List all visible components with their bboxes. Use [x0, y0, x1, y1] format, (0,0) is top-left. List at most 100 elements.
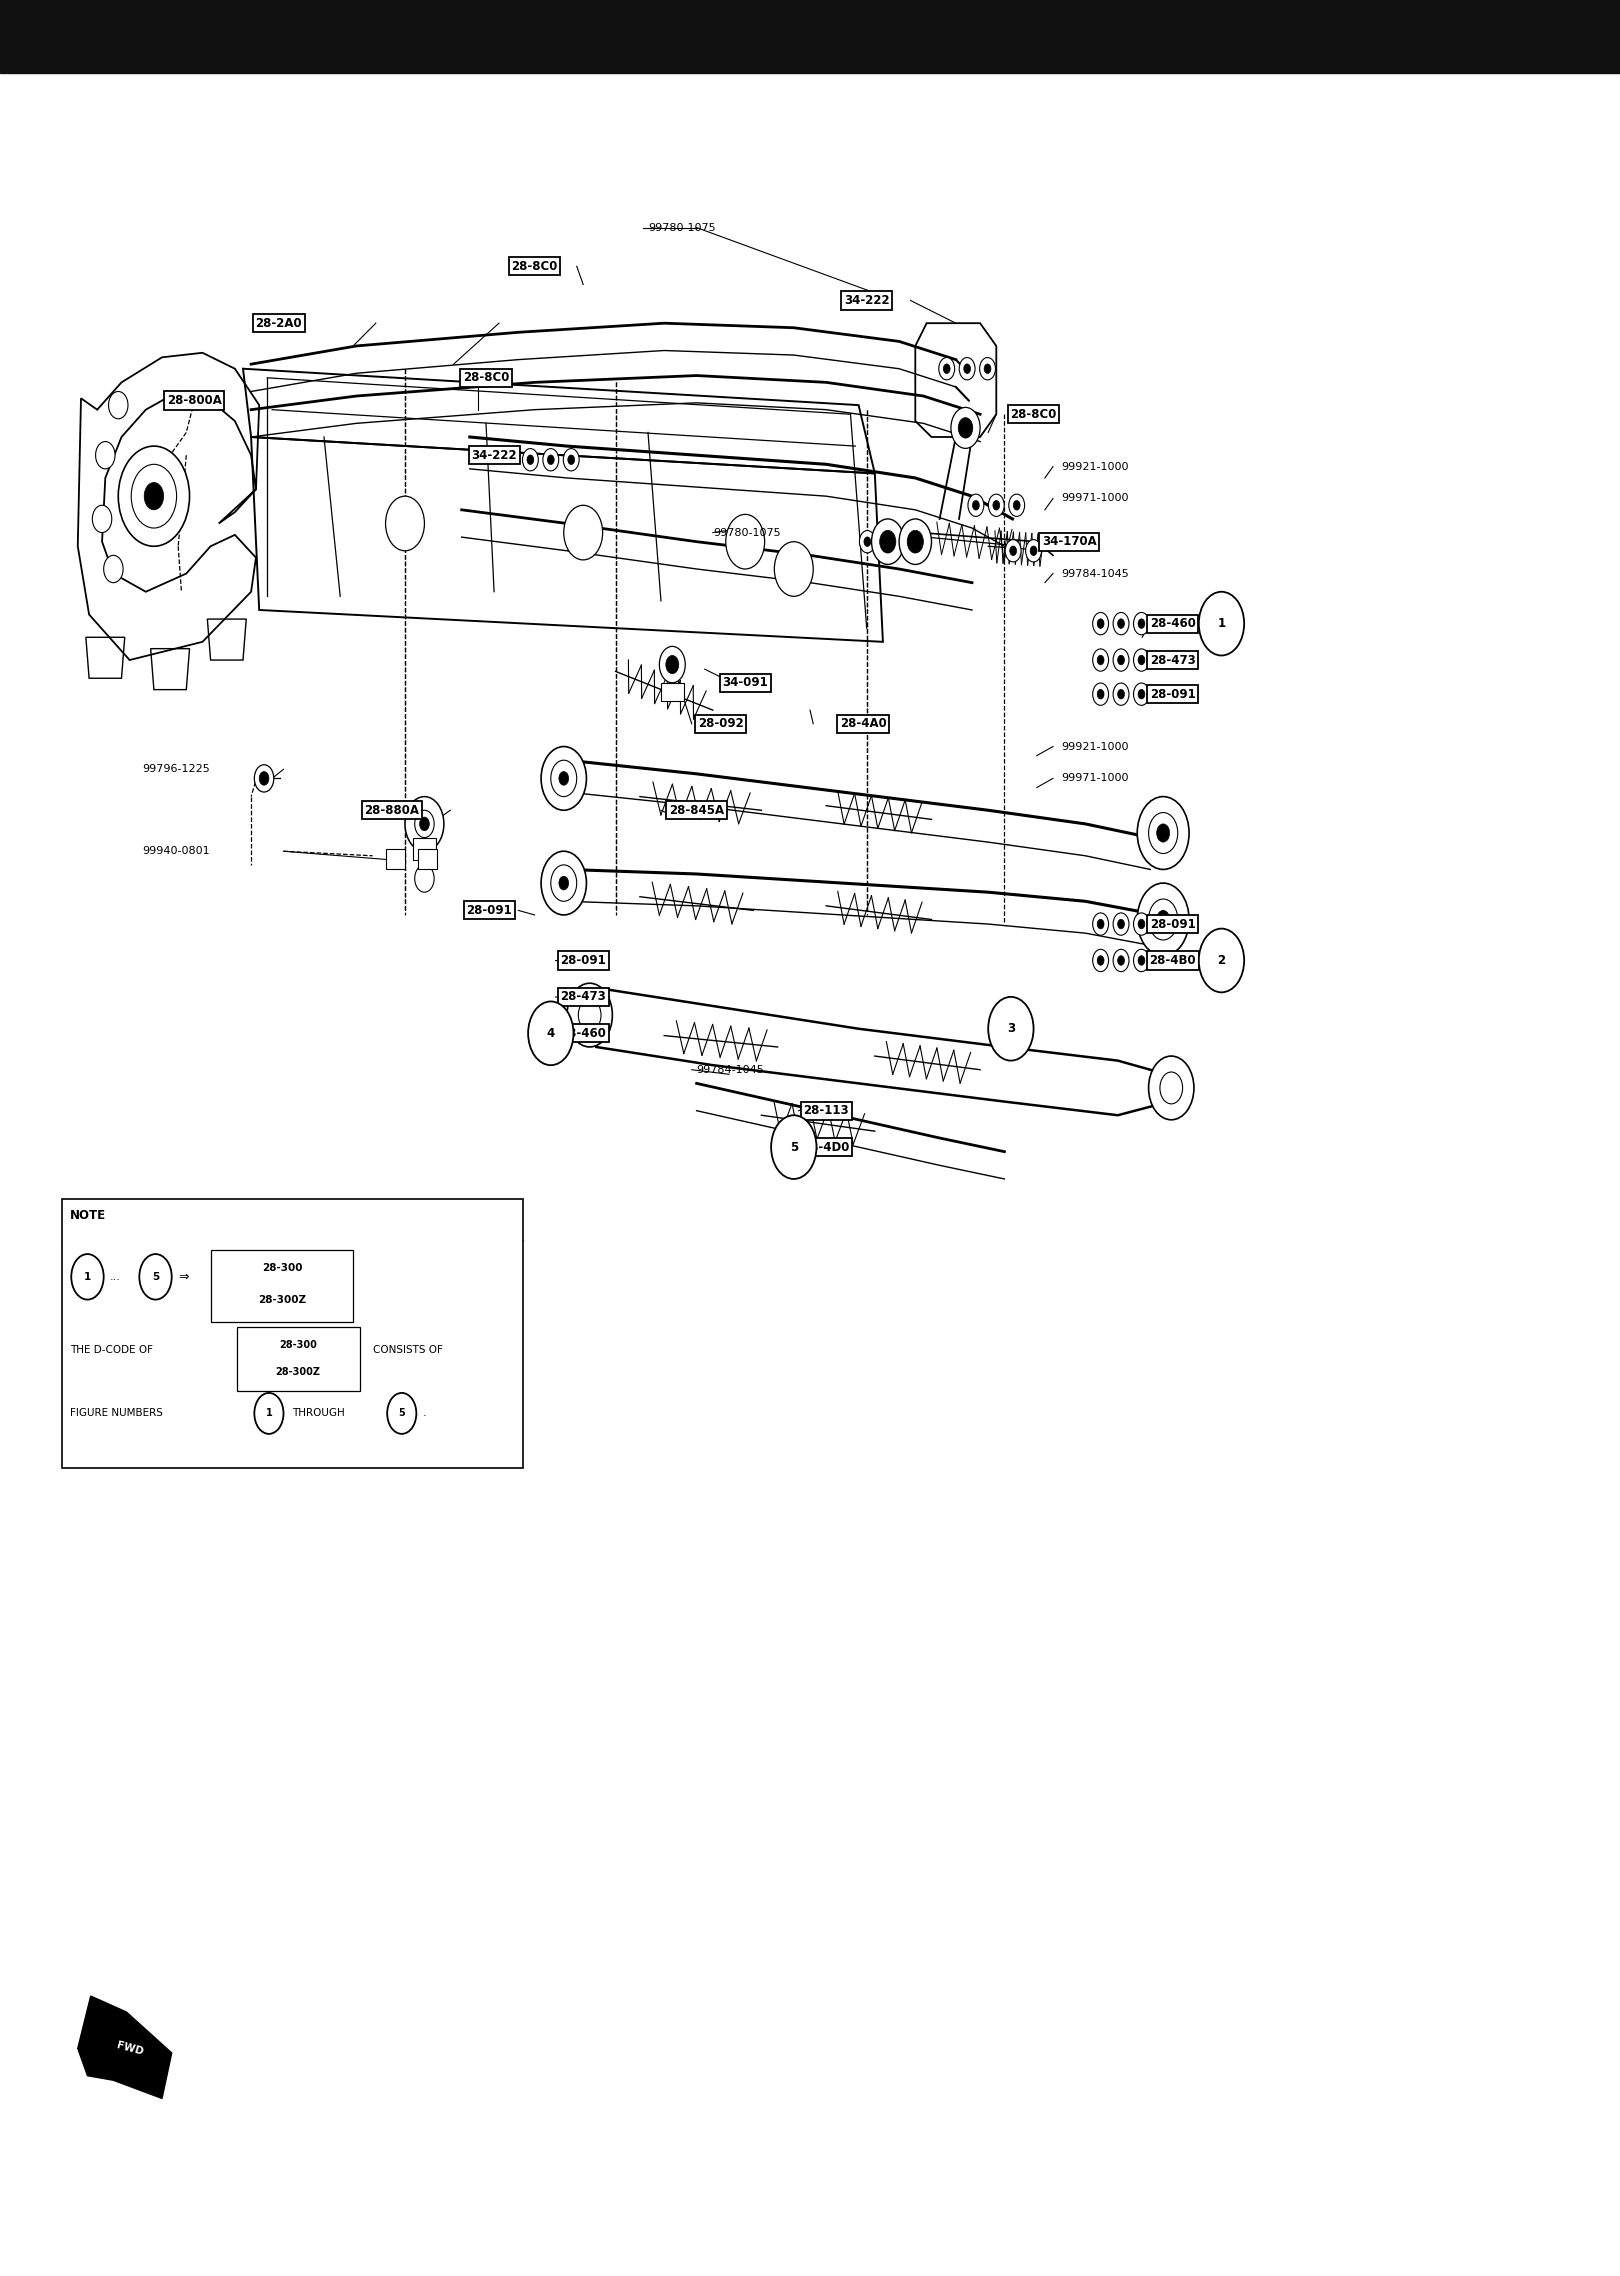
Circle shape: [1149, 899, 1178, 940]
Text: 28-845A: 28-845A: [669, 803, 724, 817]
Circle shape: [551, 865, 577, 901]
Circle shape: [1004, 539, 1021, 562]
Circle shape: [1199, 929, 1244, 992]
Text: CONSISTS OF: CONSISTS OF: [373, 1345, 442, 1354]
Circle shape: [139, 1254, 172, 1300]
Circle shape: [1097, 956, 1105, 965]
Circle shape: [1025, 539, 1042, 562]
Circle shape: [420, 817, 429, 831]
Circle shape: [567, 455, 575, 464]
Text: 28-300Z: 28-300Z: [275, 1368, 321, 1377]
Circle shape: [1160, 1072, 1183, 1104]
Text: 5: 5: [399, 1409, 405, 1418]
Circle shape: [1118, 619, 1124, 628]
Text: 99784-1045: 99784-1045: [697, 1065, 765, 1074]
Bar: [211, 1250, 353, 1322]
Circle shape: [872, 519, 904, 564]
Text: 28-8C0: 28-8C0: [463, 371, 509, 385]
Circle shape: [880, 530, 896, 553]
Bar: [386, 849, 405, 869]
Circle shape: [96, 442, 115, 469]
Circle shape: [1113, 649, 1129, 671]
Polygon shape: [78, 1996, 172, 2098]
Circle shape: [1134, 612, 1149, 635]
Bar: [418, 849, 437, 869]
Circle shape: [543, 448, 559, 471]
Text: 34-170A: 34-170A: [1042, 535, 1097, 549]
Text: .: .: [423, 1409, 426, 1418]
Circle shape: [1097, 920, 1105, 929]
Circle shape: [774, 542, 813, 596]
Text: 99780-1075: 99780-1075: [713, 528, 781, 537]
Circle shape: [578, 999, 601, 1031]
Circle shape: [899, 519, 931, 564]
Text: 28-460: 28-460: [561, 1026, 606, 1040]
Circle shape: [118, 446, 190, 546]
Circle shape: [1113, 913, 1129, 935]
Circle shape: [405, 797, 444, 851]
Circle shape: [415, 810, 434, 838]
Circle shape: [666, 655, 679, 674]
Circle shape: [415, 865, 434, 892]
Circle shape: [959, 417, 972, 437]
Circle shape: [559, 772, 569, 785]
Circle shape: [92, 505, 112, 533]
Text: 1: 1: [84, 1272, 91, 1281]
Circle shape: [1137, 655, 1145, 665]
Circle shape: [1030, 546, 1037, 555]
Circle shape: [131, 464, 177, 528]
Text: 34-222: 34-222: [471, 448, 517, 462]
Circle shape: [863, 537, 872, 546]
Text: 99940-0801: 99940-0801: [143, 847, 211, 856]
Circle shape: [1092, 649, 1108, 671]
Bar: [0, 0, 1620, 73]
Text: 28-8C0: 28-8C0: [1011, 407, 1056, 421]
Text: 5: 5: [789, 1140, 799, 1154]
Text: 28-800A: 28-800A: [167, 394, 222, 407]
Text: 28-113: 28-113: [804, 1104, 849, 1118]
Text: NOTE: NOTE: [70, 1209, 105, 1222]
Text: FIGURE NUMBERS: FIGURE NUMBERS: [70, 1409, 162, 1418]
Circle shape: [1097, 690, 1105, 699]
Circle shape: [1009, 494, 1024, 517]
Circle shape: [541, 851, 586, 915]
Text: 28-473: 28-473: [561, 990, 606, 1004]
Circle shape: [559, 876, 569, 890]
Circle shape: [860, 530, 875, 553]
Text: 99971-1000: 99971-1000: [1061, 494, 1129, 503]
Circle shape: [104, 555, 123, 583]
Text: 28-091: 28-091: [467, 904, 512, 917]
Text: 99921-1000: 99921-1000: [1061, 742, 1129, 751]
Circle shape: [386, 496, 424, 551]
Circle shape: [1092, 612, 1108, 635]
Circle shape: [964, 364, 970, 373]
Text: 28-300: 28-300: [279, 1341, 318, 1350]
Text: 99784-1045: 99784-1045: [1061, 569, 1129, 578]
Circle shape: [526, 455, 535, 464]
Bar: [413, 838, 436, 860]
Text: 99780-1075: 99780-1075: [648, 223, 716, 232]
Circle shape: [880, 530, 896, 553]
Circle shape: [659, 646, 685, 683]
Circle shape: [1134, 649, 1149, 671]
Text: 28-091: 28-091: [1150, 917, 1196, 931]
Bar: [661, 683, 684, 701]
Circle shape: [1137, 956, 1145, 965]
Text: 28-4A0: 28-4A0: [841, 717, 886, 731]
Circle shape: [1157, 824, 1170, 842]
Circle shape: [1118, 690, 1124, 699]
Text: THE D-CODE OF: THE D-CODE OF: [70, 1345, 152, 1354]
Text: 99796-1225: 99796-1225: [143, 765, 211, 774]
Bar: [237, 1327, 360, 1391]
Circle shape: [988, 494, 1004, 517]
Circle shape: [1097, 655, 1105, 665]
Circle shape: [726, 514, 765, 569]
Text: 28-460: 28-460: [1150, 617, 1196, 630]
Circle shape: [1134, 949, 1149, 972]
Text: 2: 2: [1217, 954, 1226, 967]
Circle shape: [993, 501, 1000, 510]
Circle shape: [1118, 920, 1124, 929]
Circle shape: [1137, 920, 1145, 929]
Text: 34-222: 34-222: [844, 294, 889, 307]
Circle shape: [564, 448, 580, 471]
